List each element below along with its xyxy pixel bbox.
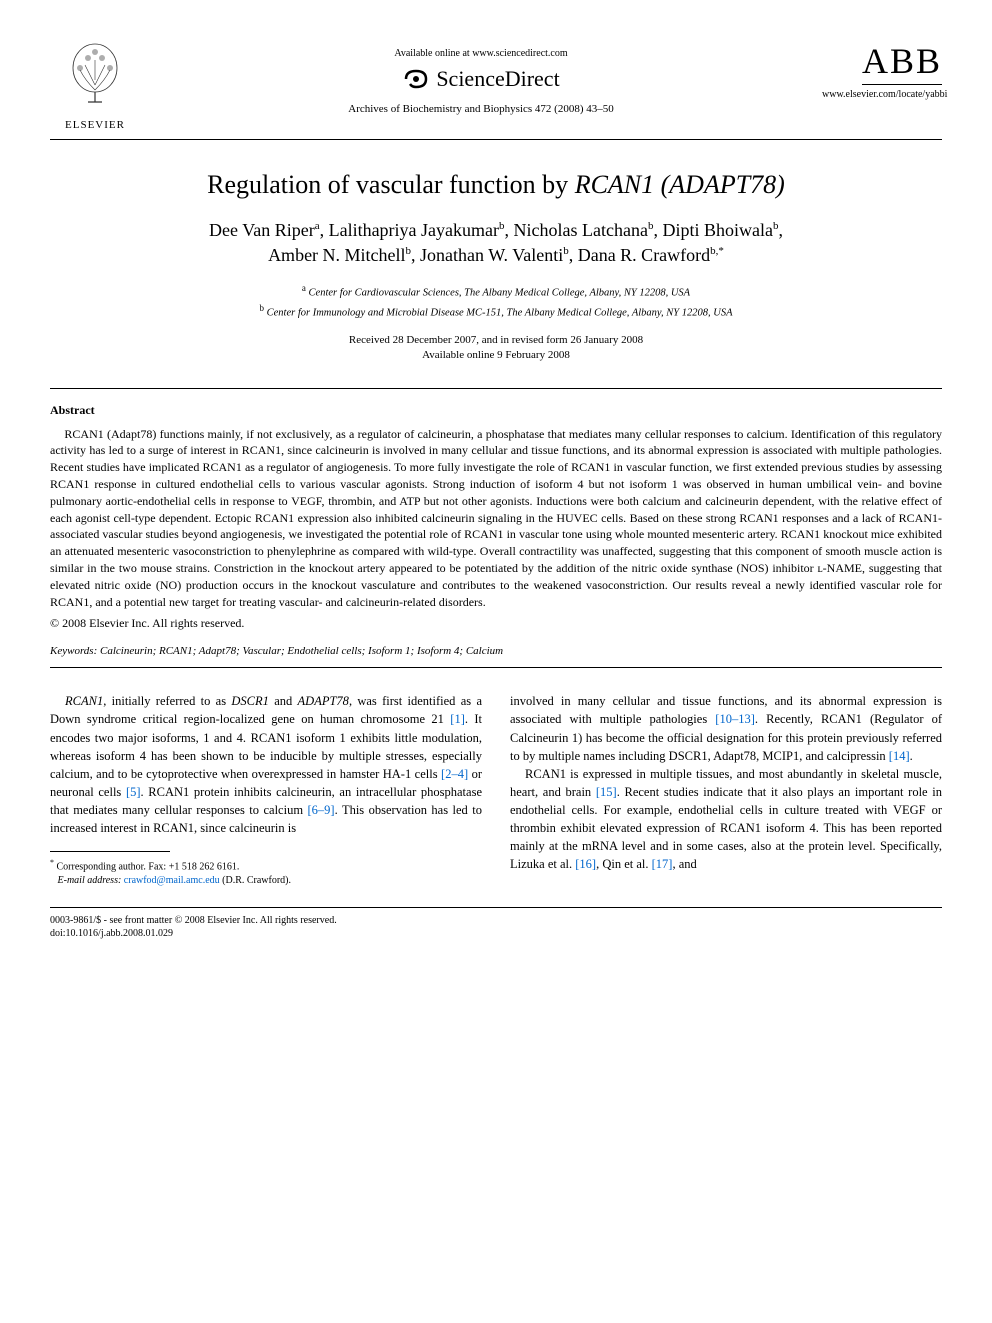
journal-header: ELSEVIER Available online at www.science… [50,40,942,131]
column-right: involved in many cellular and tissue fun… [510,692,942,886]
author: Dee Van Riper [209,220,315,240]
sciencedirect-icon [402,65,430,93]
sciencedirect-text: ScienceDirect [436,66,559,92]
email-link[interactable]: crawfod@mail.amc.edu [121,875,219,886]
email-suffix: (D.R. Crawford). [220,875,291,886]
locate-url: www.elsevier.com/locate/yabbi [822,89,942,100]
abstract-heading: Abstract [50,403,942,418]
keywords-text: Calcineurin; RCAN1; Adapt78; Vascular; E… [97,645,503,657]
author: , Jonathan W. Valenti [411,245,563,265]
article-dates: Received 28 December 2007, and in revise… [50,333,942,364]
author-sup: b,* [710,245,724,257]
journal-abb-logo: ABB www.elsevier.com/locate/yabbi [822,40,942,100]
column-left: RCAN1, initially referred to as DSCR1 an… [50,692,482,886]
gene-name: ADAPT78 [298,694,349,708]
body-columns: RCAN1, initially referred to as DSCR1 an… [50,692,942,886]
author-sep: , [778,220,783,240]
body-text: and [269,694,298,708]
author: , Nicholas Latchana [505,220,648,240]
author: , Lalithapriya Jayakumar [320,220,499,240]
title-prefix: Regulation of vascular function by [207,170,575,199]
gene-name: RCAN1 [65,694,103,708]
reference-link[interactable]: [15] [596,785,617,799]
reference-link[interactable]: [14] [889,749,910,763]
footer-divider [50,907,942,908]
affiliation-b: Center for Immunology and Microbial Dise… [264,307,732,318]
corresponding-author-footnote: * Corresponding author. Fax: +1 518 262 … [50,858,482,886]
author: Amber N. Mitchell [268,245,405,265]
abstract-text: RCAN1 (Adapt78) functions mainly, if not… [50,426,942,611]
keywords: Keywords: Calcineurin; RCAN1; Adapt78; V… [50,645,942,657]
abstract-top-divider [50,388,942,389]
footnote-separator [50,851,170,852]
footer-frontmatter: 0003-9861/$ - see front matter © 2008 El… [50,914,942,927]
online-date: Available online 9 February 2008 [422,349,570,361]
body-text: , Qin et al. [596,857,652,871]
body-text: . [910,749,913,763]
elsevier-tree-icon [60,40,130,110]
journal-reference: Archives of Biochemistry and Biophysics … [140,103,822,115]
abstract-body: RCAN1 (Adapt78) functions mainly, if not… [50,427,942,609]
author: , Dipti Bhoiwala [653,220,773,240]
elsevier-logo: ELSEVIER [50,40,140,131]
affiliation-a: Center for Cardiovascular Sciences, The … [306,288,690,299]
paragraph: RCAN1, initially referred to as DSCR1 an… [50,692,482,837]
author: , Dana R. Crawford [569,245,710,265]
authors-list: Dee Van Ripera, Lalithapriya Jayakumarb,… [50,218,942,268]
reference-link[interactable]: [16] [575,857,596,871]
body-text: , and [672,857,696,871]
reference-link[interactable]: [6–9] [308,803,335,817]
copyright-text: © 2008 Elsevier Inc. All rights reserved… [50,616,942,631]
affiliations: a Center for Cardiovascular Sciences, Th… [50,282,942,320]
reference-link[interactable]: [5] [126,785,141,799]
received-date: Received 28 December 2007, and in revise… [349,334,643,346]
reference-link[interactable]: [1] [450,712,465,726]
sciencedirect-logo: ScienceDirect [140,65,822,93]
body-text: , initially referred to as [103,694,231,708]
elsevier-label: ELSEVIER [50,119,140,131]
title-italic: RCAN1 (ADAPT78) [575,170,785,199]
header-divider [50,139,942,140]
reference-link[interactable]: [17] [652,857,673,871]
footer-doi: doi:10.1016/j.abb.2008.01.029 [50,927,942,940]
abstract-bottom-divider [50,667,942,668]
available-online-text: Available online at www.sciencedirect.co… [140,48,822,59]
abb-label: ABB [862,40,942,85]
header-center: Available online at www.sciencedirect.co… [140,40,822,115]
keywords-label: Keywords: [50,645,97,657]
article-title: Regulation of vascular function by RCAN1… [50,170,942,200]
paragraph: RCAN1 is expressed in multiple tissues, … [510,765,942,874]
reference-link[interactable]: [10–13] [715,712,755,726]
footnote-text: Corresponding author. Fax: +1 518 262 61… [54,862,239,873]
email-label: E-mail address: [58,875,122,886]
paragraph: involved in many cellular and tissue fun… [510,692,942,765]
reference-link[interactable]: [2–4] [441,767,468,781]
gene-name: DSCR1 [231,694,269,708]
